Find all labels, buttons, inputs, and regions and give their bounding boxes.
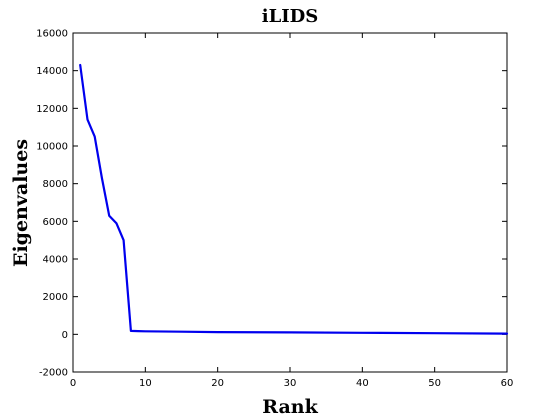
y-tick-label: 0 [62,330,68,341]
x-axis-label: Rank [262,396,318,418]
y-tick-label: 14000 [36,66,68,77]
y-tick-label: 12000 [36,104,68,115]
y-tick-label: 6000 [43,217,68,228]
x-tick-label: 60 [501,378,514,389]
y-tick-label: 4000 [43,255,68,266]
x-tick-label: 0 [70,378,76,389]
x-tick-label: 40 [356,378,369,389]
x-tick-label: 50 [428,378,441,389]
x-tick-label: 30 [284,378,297,389]
y-tick-label: 10000 [36,142,68,153]
axes-frame [72,32,508,373]
series-line-0 [79,63,509,335]
y-tick-label: 16000 [36,29,68,40]
y-tick-label: 8000 [43,179,68,190]
chart-title: iLIDS [262,6,319,27]
ticks-layer: 0 10 20 30 40 50 60-20000200040006000800010000… [36,29,513,390]
y-axis-label: Eigenvalues [10,139,32,267]
x-tick-label: 10 [139,378,152,389]
x-tick-label: 20 [211,378,224,389]
series-layer [79,63,509,335]
y-tick-label: -2000 [39,368,68,379]
y-tick-label: 2000 [43,292,68,303]
